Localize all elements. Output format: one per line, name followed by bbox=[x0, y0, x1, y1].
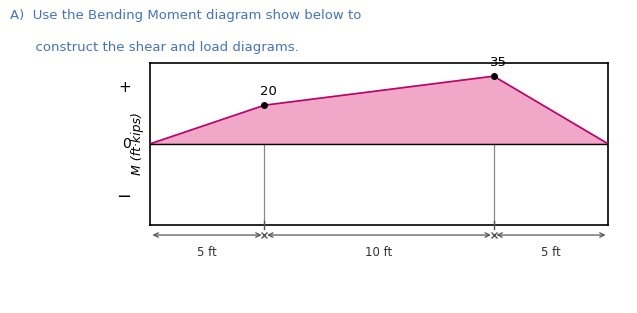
Text: 5 ft: 5 ft bbox=[197, 246, 217, 259]
Text: 0: 0 bbox=[122, 137, 131, 151]
Text: construct the shear and load diagrams.: construct the shear and load diagrams. bbox=[10, 41, 298, 54]
Text: −: − bbox=[116, 188, 131, 206]
Y-axis label: M (ft·kips): M (ft·kips) bbox=[131, 113, 144, 175]
Text: 10 ft: 10 ft bbox=[366, 246, 392, 259]
Polygon shape bbox=[150, 76, 608, 144]
Text: 35: 35 bbox=[489, 56, 506, 69]
Text: +: + bbox=[118, 80, 131, 95]
Text: A)  Use the Bending Moment diagram show below to: A) Use the Bending Moment diagram show b… bbox=[10, 9, 361, 23]
Text: 5 ft: 5 ft bbox=[541, 246, 561, 259]
Text: 20: 20 bbox=[260, 85, 277, 98]
